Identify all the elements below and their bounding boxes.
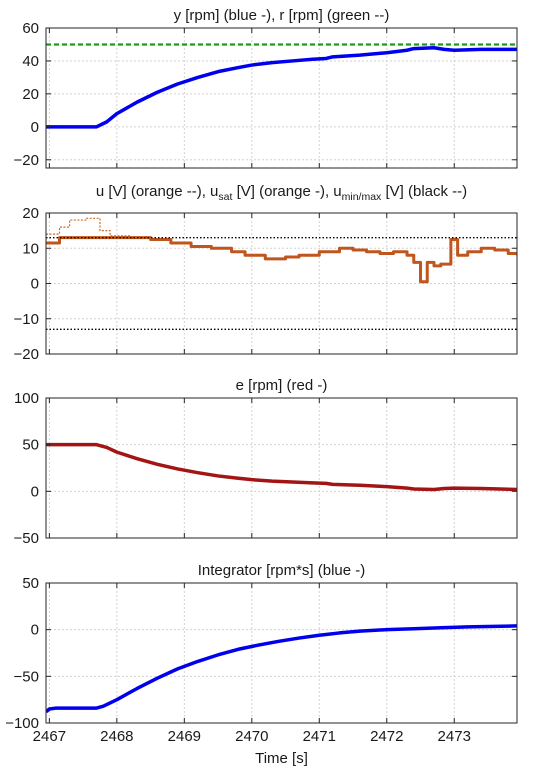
error-axes-frame (45, 397, 518, 539)
speed-ytick-label: 40 (22, 53, 39, 70)
integrator-title: Integrator [rpm*s] (blue -) (198, 562, 366, 579)
series-u-sat-v (46, 236, 517, 284)
speed-ytick-label: −20 (14, 152, 39, 169)
integrator-ytick-label: −100 (5, 715, 39, 732)
voltage-ytick-label: 20 (22, 205, 39, 222)
integrator-ytick-label: 0 (31, 622, 39, 639)
error-title: e [rpm] (red -) (236, 377, 328, 394)
xtick-label: 2471 (303, 728, 336, 745)
xtick-label: 2470 (235, 728, 268, 745)
integrator-plot-area (46, 583, 517, 723)
error-ytick-label: 0 (31, 483, 39, 500)
error-ytick-label: −50 (14, 530, 39, 547)
error-ytick-label: 100 (14, 390, 39, 407)
series-e-rpm (46, 442, 517, 492)
error-ytick-label: 50 (22, 437, 39, 454)
speed-axes-frame (45, 27, 518, 169)
speed-ytick-label: 20 (22, 86, 39, 103)
xtick-label: 2473 (438, 728, 471, 745)
speed-ytick-label: 60 (22, 20, 39, 37)
voltage-ytick-label: 10 (22, 240, 39, 257)
integrator-ytick-label: −50 (14, 668, 39, 685)
panel-integrator: −100 −50 0 50 2467 2468 2469 2470 2471 2472 2473 Ti… (5, 562, 518, 767)
panel-error: −50 0 50 100 e [rpm] (red -) (14, 377, 518, 547)
speed-title: y [rpm] (blue -), r [rpm] (green --) (174, 7, 390, 24)
voltage-ytick-label: −20 (14, 346, 39, 363)
voltage-ytick-label: 0 (31, 276, 39, 293)
integrator-axes-frame (45, 582, 518, 724)
integrator-ytick-label: 50 (22, 575, 39, 592)
xtick-label: 2469 (168, 728, 201, 745)
voltage-ytick-label: −10 (14, 311, 39, 328)
voltage-title: u [V] (orange --), usat [V] (orange -), … (96, 183, 467, 203)
panel-speed: −20 0 20 40 60 y [rpm] (blue -), r [rpm] (gre… (14, 7, 518, 169)
x-axis-label: Time [s] (255, 750, 308, 767)
speed-plot-area (46, 28, 517, 168)
error-plot-area (46, 398, 517, 538)
speed-ytick-label: 0 (31, 119, 39, 136)
series-integrator-rpm-s (46, 624, 517, 714)
series-y-rpm (46, 46, 517, 129)
xtick-label: 2472 (370, 728, 403, 745)
xtick-label: 2467 (33, 728, 66, 745)
xtick-label: 2468 (100, 728, 133, 745)
panel-voltage: −20 −10 0 10 20 u [V] (orange --), usat [V] (… (14, 183, 518, 363)
